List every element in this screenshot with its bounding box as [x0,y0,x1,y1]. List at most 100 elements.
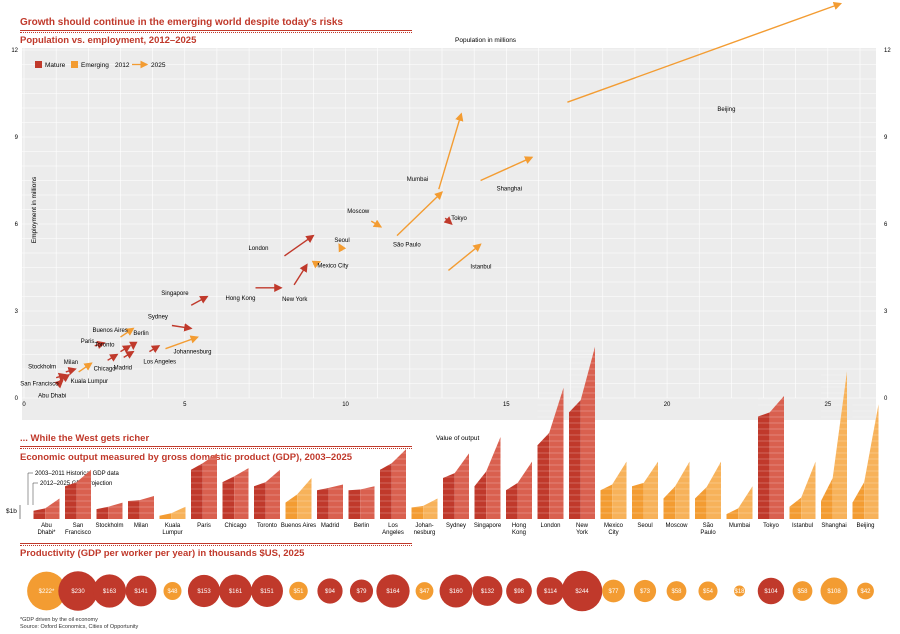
gdp-proj-area [297,478,312,519]
gdp-proj-area [45,498,60,519]
productivity-bubble-istanbul [792,581,813,601]
productivity-bubble-s-o-paulo [698,581,718,601]
gdp-proj-area [706,461,721,519]
city-label-s-o-paulo: São Paulo [393,243,421,249]
productivity-bubble-hong-kong [506,578,532,604]
x-tick-label: 10 [342,402,349,408]
legend-2012-label: 2012 [115,62,130,69]
productivity-bubble-san-francisco [58,571,98,611]
gdp-city-label: Hong [512,523,526,529]
gdp-hist-area [537,432,550,519]
productivity-value: $161 [229,589,243,595]
productivity-bubble-milan [125,575,157,607]
city-label-madrid: Madrid [114,365,132,371]
gdp-city-label: London [540,523,560,529]
gdp-legend-hist: 2003–2011 Historical GDP data [35,471,119,477]
productivity-value: $47 [419,589,430,595]
city-label-chicago: Chicago [94,366,117,372]
y-tick-label-left: 3 [15,309,19,315]
gdp-hist-area [159,513,172,519]
city-label-abu-dhabi: Abu Dhabi [38,394,66,400]
gdp-city-label: Los [388,523,398,529]
gdp-proj-area [738,486,753,519]
gdp-hist-area [65,482,77,519]
gdp-proj-area [76,469,91,519]
city-arrow-singapore [190,295,209,306]
productivity-value: $77 [608,589,619,595]
city-label-singapore: Singapore [161,291,189,297]
gdp-proj-area [517,461,532,519]
city-arrow-mexico-city [311,260,322,269]
y-tick-label-right: 6 [884,222,888,228]
productivity-bubble-shanghai [820,577,848,605]
productivity-bubble-beijing [857,582,874,600]
city-arrow-los-angeles [149,345,161,354]
gdp-hist-area [821,478,833,519]
productivity-value: $58 [797,589,808,595]
gdp-hist-area [852,482,865,519]
productivity-value: $51 [293,589,304,595]
productivity-value: $42 [860,589,871,595]
productivity-bubble-seoul [633,579,657,603]
city-label-new-york: New York [282,297,308,303]
gdp-proj-area [580,346,595,519]
productivity-value: $58 [671,589,682,595]
y-tick-label-left: 6 [15,222,19,228]
gdp-hist-area [632,482,644,519]
gdp-city-label: Shanghai [821,523,846,529]
productivity-value: $73 [640,589,651,595]
gdp-city-label: Mumbai [729,523,750,529]
city-arrow-chicago [107,353,119,362]
gdp-proj-area [486,437,501,519]
city-label-mumbai: Mumbai [407,177,428,183]
gdp-city-label: Paulo [700,530,716,536]
gdp-hist-area [191,463,203,519]
productivity-bubble-singapore [472,576,503,606]
productivity-value: $114 [544,589,558,595]
productivity-bubble-london [536,577,565,605]
gdp-hist-area [789,497,802,519]
gdp-city-label: Moscow [665,523,688,529]
legend-emerging-label: Emerging [81,62,109,69]
city-label-san-francisco: San Francisco [20,382,59,388]
productivity-dotted-rule [20,545,412,546]
city-label-istanbul: Istanbul [470,264,491,270]
city-arrow-toronto [120,345,132,354]
gdp-city-label: Angeles [382,530,404,536]
footnote-source: Source: Oxford Economics, Cities of Oppo… [20,624,139,630]
gdp-city-label: Istanbul [792,523,813,529]
productivity-value: $79 [356,589,367,595]
legend-emerging-swatch [71,61,78,68]
productivity-bubble-berlin [349,579,374,603]
main-title: Growth should continue in the emerging w… [20,17,343,28]
gdp-city-label: nesburg [414,530,436,536]
city-arrow-madrid [123,350,135,359]
productivity-bubble-new-york [561,570,603,612]
productivity-value: $244 [575,589,589,595]
gdp-hist-area [254,482,266,519]
x-axis-title: Population in millions [455,37,517,44]
productivity-bubble-buenos-aires [289,581,308,601]
gdp-city-label: Dhabi* [37,530,56,536]
gdp-city-label: Madrid [321,523,339,529]
productivity-bubble-madrid [317,578,343,604]
productivity-bubble-moscow [666,581,687,601]
city-arrow-shanghai [480,156,534,182]
gdp-city-label: Beijing [856,523,874,529]
city-arrow-new-york [293,263,308,286]
gdp-hist-area [695,487,707,519]
gdp-proj-area [832,371,847,519]
city-arrow-abu-dhabi [55,374,71,385]
city-label-hong-kong: Hong Kong [226,296,256,302]
city-label-toronto: Toronto [94,343,115,349]
gdp-proj-area [328,484,343,519]
productivity-value: $151 [260,589,274,595]
gdp-hist-area [96,506,109,519]
gdp-city-label: San [73,523,84,529]
gdp-proj-area [391,449,406,519]
city-label-paris: Paris [81,339,95,345]
productivity-value: $230 [71,589,85,595]
productivity-value: $163 [103,589,117,595]
